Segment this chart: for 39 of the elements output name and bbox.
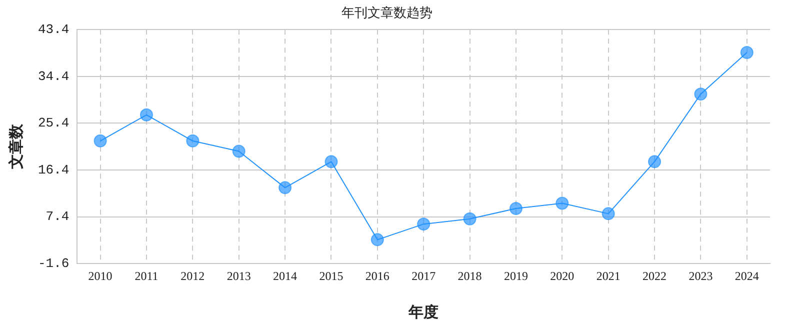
point [324,155,338,168]
point [417,218,430,231]
y-tick-label: 25.4 [38,116,70,131]
x-tick-label: 2023 [688,268,713,283]
x-tick-label: 2017 [412,268,436,283]
y-tick-label: -1.6 [38,256,70,272]
x-tick-label: 2010 [88,268,112,283]
x-tick-label: 2014 [273,268,298,283]
y-tick-label: 34.4 [38,68,70,84]
x-tick-label: 2018 [458,268,482,283]
y-tick-label: 7.4 [46,209,70,224]
point [463,212,476,226]
point [186,134,200,148]
x-tick-label: 2019 [504,268,528,283]
x-tick-label: 2013 [226,268,251,283]
x-tick-label: 2015 [319,268,344,283]
x-axis-title: 年度 [408,302,439,321]
point [370,233,384,246]
x-tick-label: 2016 [365,268,390,283]
point [94,134,107,148]
point [278,181,292,194]
x-tick-label: 2020 [550,268,574,283]
y-tick-label: 43.4 [38,22,70,38]
point [694,88,708,101]
y-tick-label: 16.4 [38,162,70,178]
point [232,144,246,158]
point [140,108,153,122]
point [740,46,754,59]
y-axis-title: 文章数 [6,123,25,170]
point [602,207,615,220]
point [509,202,522,215]
x-tick-label: 2012 [180,268,205,283]
x-tick-label: 2024 [734,268,759,283]
chart-title: 年刊文章数趋势 [342,5,432,20]
point [648,155,662,168]
point [556,196,569,210]
x-tick-label: 2021 [596,268,620,283]
x-tick-label: 2011 [134,268,158,283]
x-tick-label: 2022 [642,268,667,283]
